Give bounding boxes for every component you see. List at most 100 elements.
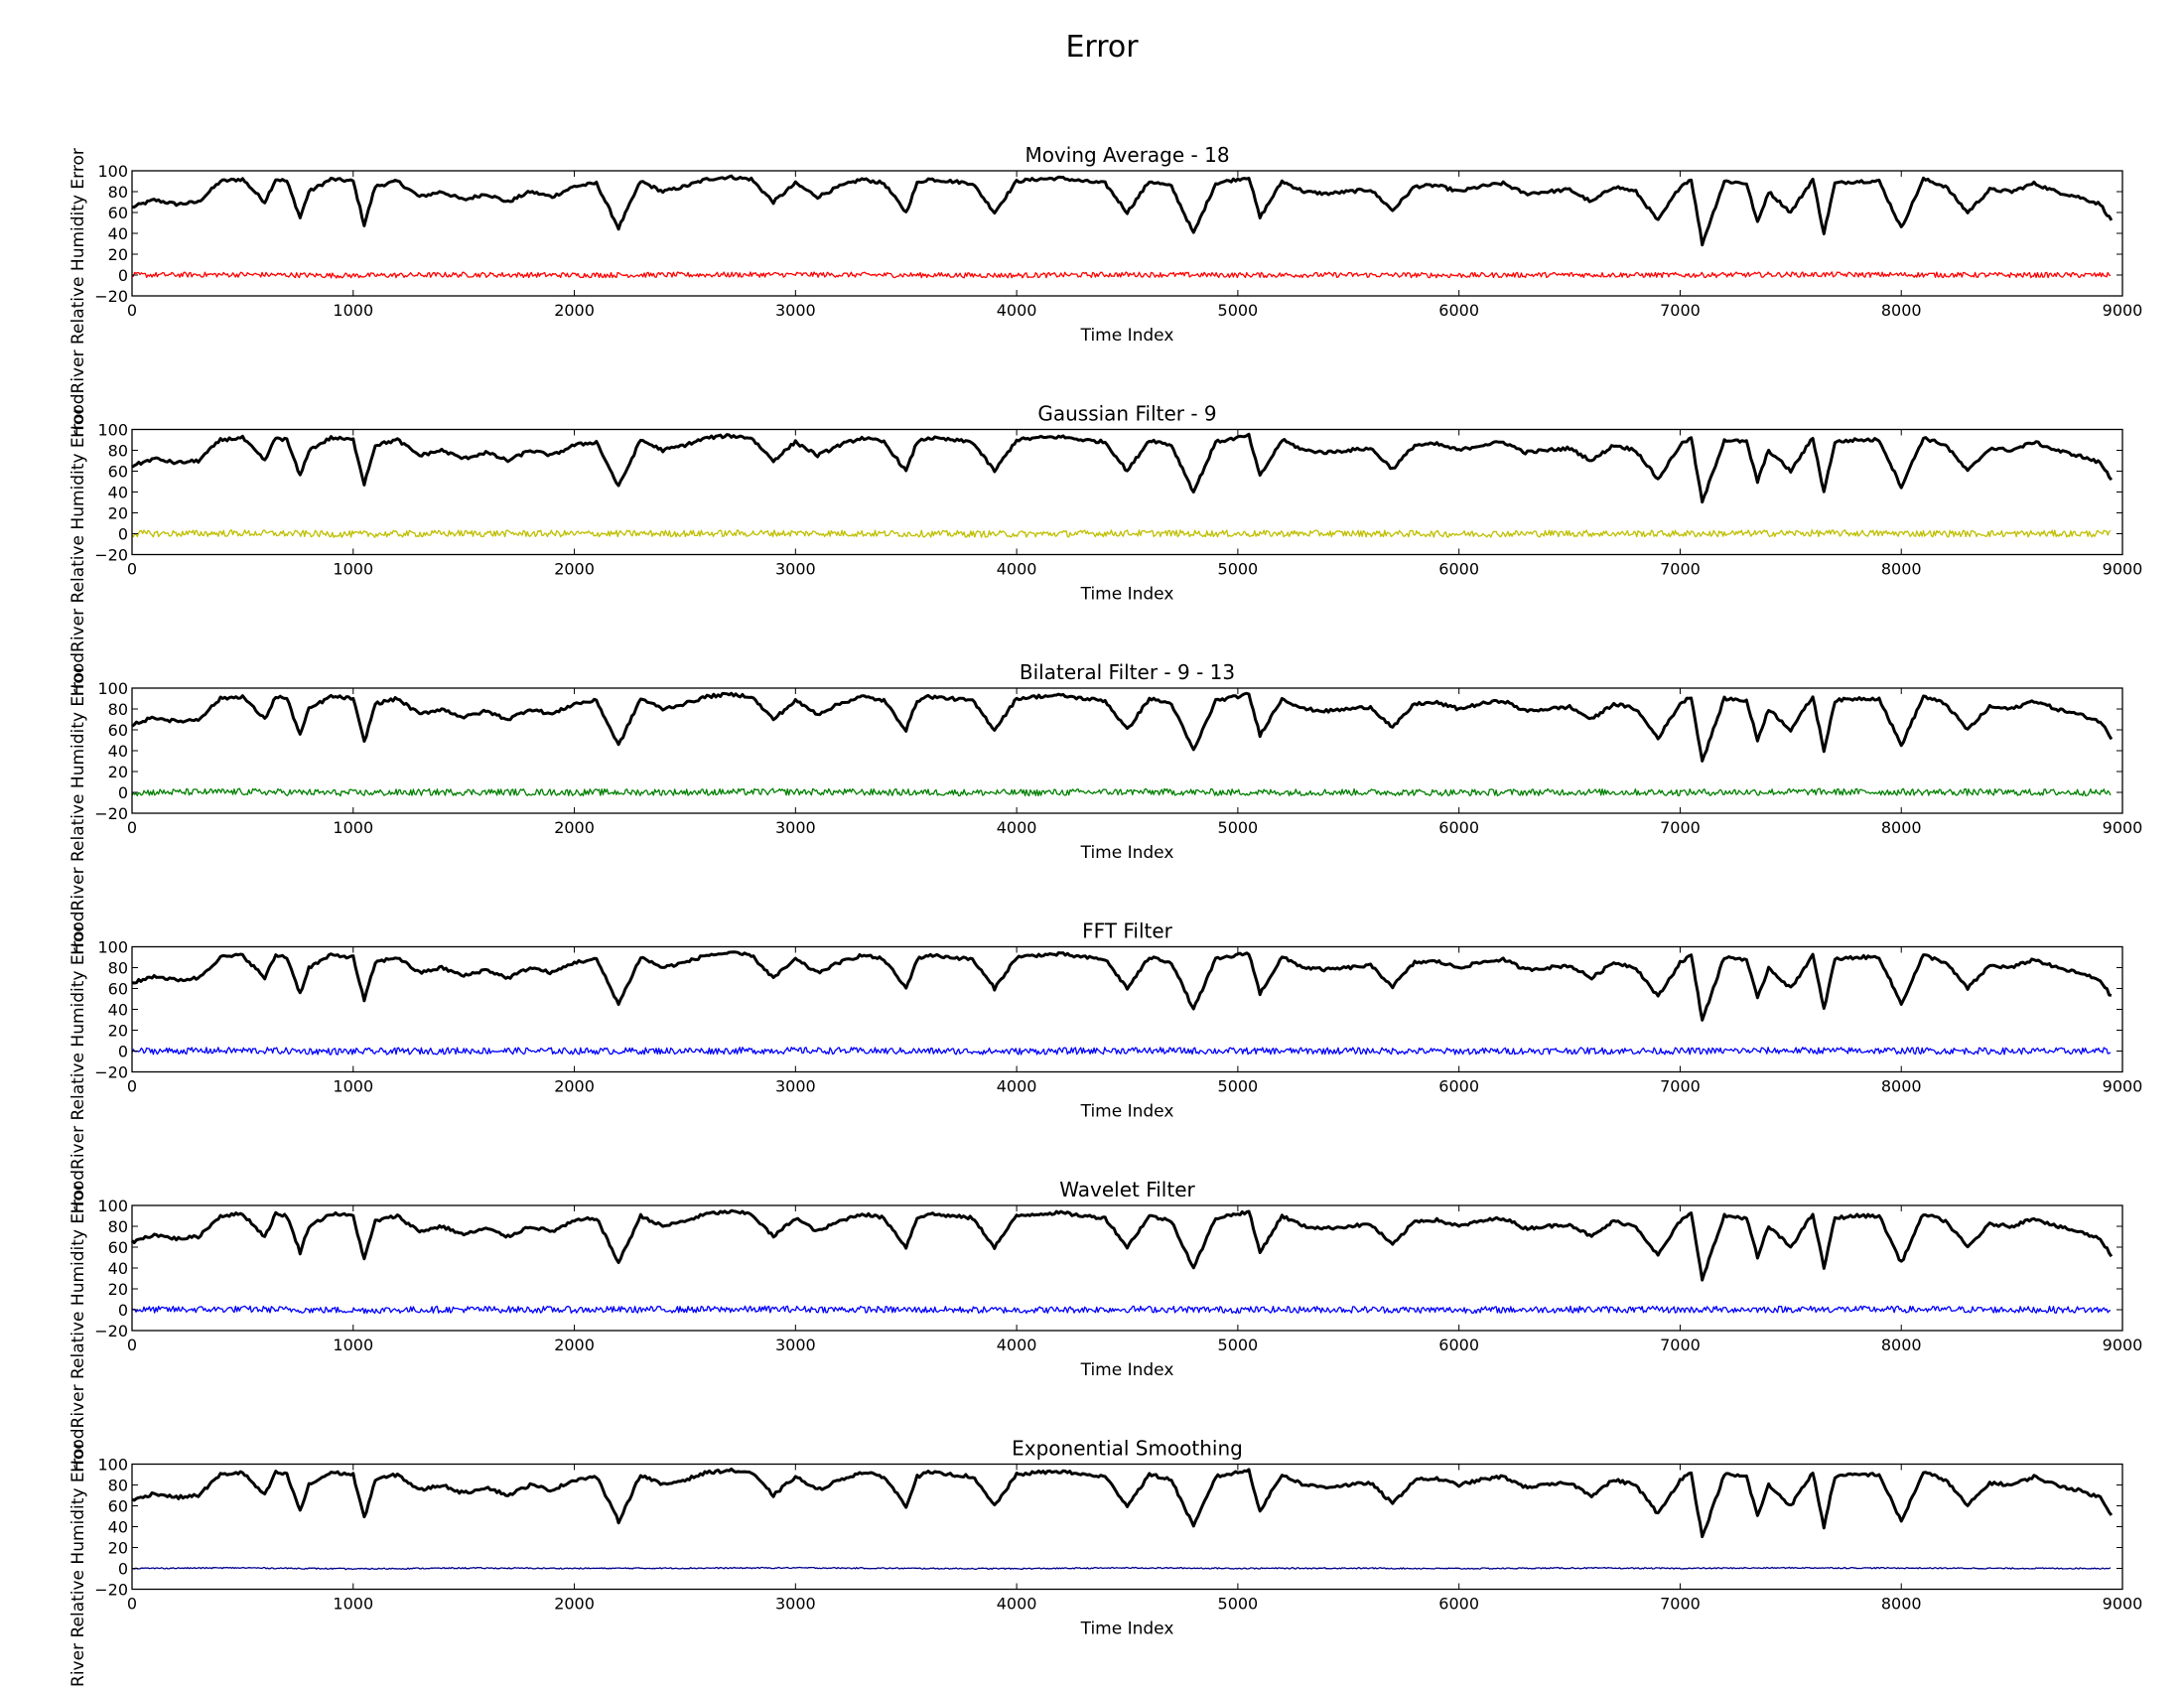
x-tick-label: 8000: [1881, 1595, 1922, 1614]
x-tick-label: 9000: [2103, 1336, 2143, 1354]
signal-series-line: [130, 1208, 2114, 1282]
error-series-line: [131, 787, 2112, 797]
x-tick-label: 2000: [554, 560, 595, 579]
y-tick-label: 60: [108, 463, 128, 482]
x-tick-label: 4000: [997, 560, 1037, 579]
y-axis-label: HoodRiver Relative Humidity Error: [68, 1442, 88, 1688]
y-axis-label: HoodRiver Relative Humidity Error: [68, 924, 88, 1214]
y-tick-label: 100: [97, 162, 128, 181]
y-tick-label: 80: [108, 442, 128, 461]
x-tick-label: 5000: [1218, 818, 1259, 837]
x-tick-label: 1000: [333, 818, 373, 837]
y-tick-label: −20: [94, 804, 128, 823]
x-tick-label: 1000: [333, 560, 373, 579]
y-tick-label: 0: [118, 1043, 128, 1061]
error-series-line: [131, 529, 2112, 538]
x-tick-label: 2000: [554, 1595, 595, 1614]
y-tick-label: 100: [97, 938, 128, 957]
plot-title: FFT Filter: [1082, 919, 1173, 943]
x-tick-label: 6000: [1438, 301, 1479, 320]
y-tick-label: −20: [94, 546, 128, 565]
x-tick-label: 4000: [997, 1077, 1037, 1096]
y-axis-label: HoodRiver Relative Humidity Error: [68, 1183, 88, 1473]
x-tick-label: 8000: [1881, 1077, 1922, 1096]
x-tick-label: 7000: [1660, 560, 1701, 579]
y-tick-label: 0: [118, 525, 128, 544]
x-tick-label: 8000: [1881, 301, 1922, 320]
x-tick-label: 5000: [1218, 560, 1259, 579]
x-tick-label: 1000: [333, 1595, 373, 1614]
x-tick-label: 4000: [997, 1595, 1037, 1614]
x-tick-label: 0: [127, 1077, 137, 1096]
y-tick-label: 20: [108, 763, 128, 781]
x-tick-label: 3000: [775, 1336, 816, 1354]
x-tick-label: 9000: [2103, 301, 2143, 320]
x-tick-label: 0: [127, 1595, 137, 1614]
y-tick-label: −20: [94, 287, 128, 306]
x-axis-label: Time Index: [1080, 1620, 1174, 1639]
y-axis-label: HoodRiver Relative Humidity Error: [68, 407, 88, 697]
x-tick-label: 1000: [333, 1336, 373, 1354]
y-tick-label: 40: [108, 1001, 128, 1020]
x-tick-label: 6000: [1438, 560, 1479, 579]
y-tick-label: 60: [108, 204, 128, 222]
x-tick-label: 0: [127, 1336, 137, 1354]
signal-series-line: [131, 432, 2114, 504]
x-tick-label: 5000: [1218, 1595, 1259, 1614]
y-tick-label: 0: [118, 1560, 128, 1579]
plot-title: Wavelet Filter: [1059, 1178, 1195, 1201]
y-tick-label: 60: [108, 1497, 128, 1516]
y-tick-label: 60: [108, 980, 128, 999]
x-tick-label: 7000: [1660, 1336, 1701, 1354]
x-tick-label: 1000: [333, 301, 373, 320]
x-tick-label: 3000: [775, 560, 816, 579]
y-tick-label: 100: [97, 421, 128, 440]
y-tick-label: 60: [108, 1238, 128, 1257]
y-tick-label: −20: [94, 1063, 128, 1082]
y-axis-label: HoodRiver Relative Humidity Error: [68, 665, 88, 955]
x-axis-label: Time Index: [1080, 326, 1174, 346]
y-tick-label: 20: [108, 1022, 128, 1041]
x-tick-label: 2000: [554, 1336, 595, 1354]
y-tick-label: 80: [108, 959, 128, 978]
x-tick-label: 6000: [1438, 1595, 1479, 1614]
y-tick-label: 60: [108, 721, 128, 740]
error-series-line: [131, 1566, 2112, 1571]
error-series-line: [131, 271, 2112, 279]
y-tick-label: 0: [118, 266, 128, 285]
x-tick-label: 3000: [775, 1595, 816, 1614]
x-tick-label: 5000: [1218, 1077, 1259, 1096]
x-axis-label: Time Index: [1080, 843, 1174, 863]
x-tick-label: 6000: [1438, 1077, 1479, 1096]
y-tick-label: 80: [108, 1217, 128, 1236]
x-tick-label: 7000: [1660, 1077, 1701, 1096]
x-tick-label: 8000: [1881, 560, 1922, 579]
y-tick-label: 40: [108, 742, 128, 761]
error-series-line: [131, 1047, 2112, 1056]
x-tick-label: 4000: [997, 818, 1037, 837]
y-tick-label: 40: [108, 1259, 128, 1278]
error-series-line: [131, 1305, 2112, 1315]
x-tick-label: 6000: [1438, 818, 1479, 837]
x-tick-label: 7000: [1660, 301, 1701, 320]
x-tick-label: 3000: [775, 301, 816, 320]
y-tick-label: 20: [108, 1280, 128, 1299]
plot-title: Bilateral Filter - 9 - 13: [1020, 660, 1235, 684]
figure-title: Error: [1065, 30, 1139, 65]
y-tick-label: −20: [94, 1322, 128, 1340]
x-tick-label: 0: [127, 818, 137, 837]
x-tick-label: 2000: [554, 301, 595, 320]
y-tick-label: 20: [108, 504, 128, 523]
x-tick-label: 9000: [2103, 818, 2143, 837]
x-tick-label: 4000: [997, 1336, 1037, 1354]
y-tick-label: 40: [108, 484, 128, 502]
x-tick-label: 2000: [554, 818, 595, 837]
x-tick-label: 5000: [1218, 301, 1259, 320]
x-tick-label: 6000: [1438, 1336, 1479, 1354]
y-tick-label: 80: [108, 700, 128, 719]
y-tick-label: 80: [108, 1477, 128, 1495]
y-tick-label: 40: [108, 1518, 128, 1537]
y-tick-label: 100: [97, 1197, 128, 1215]
